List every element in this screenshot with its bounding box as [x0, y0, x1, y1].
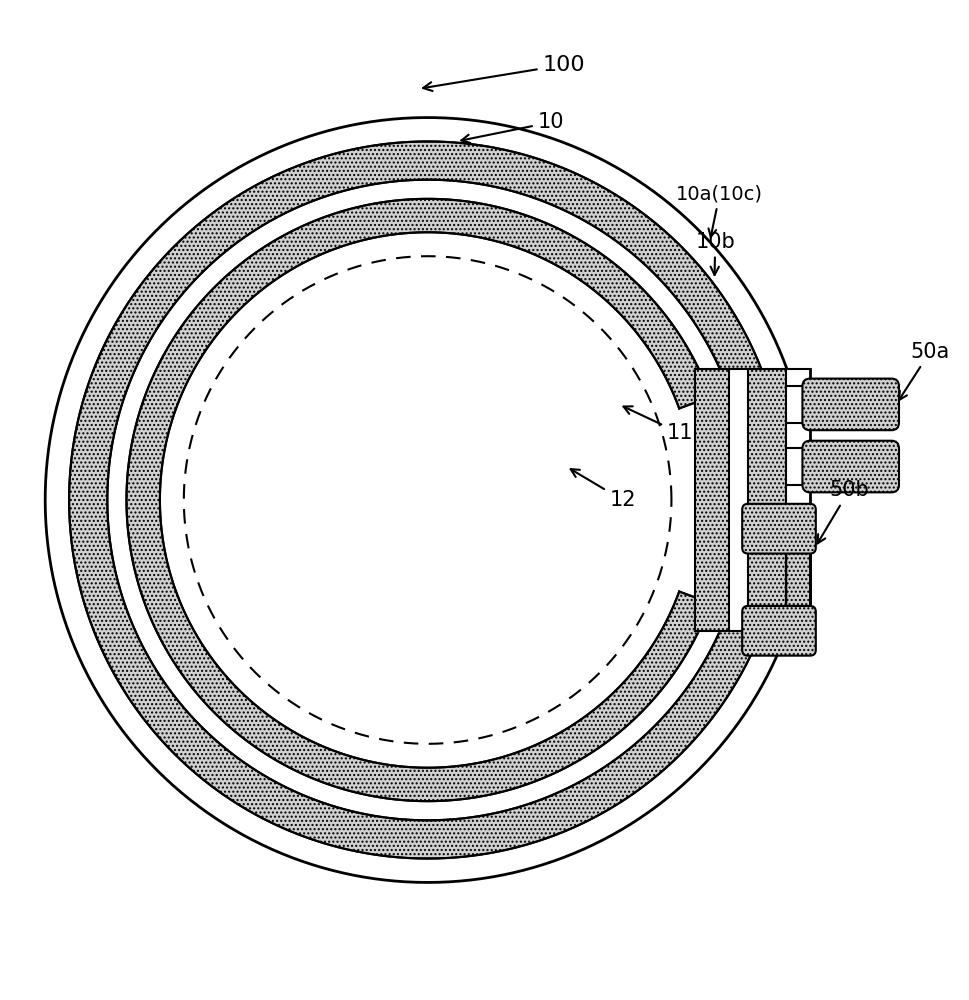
FancyBboxPatch shape [801, 441, 898, 492]
Polygon shape [126, 199, 710, 801]
Text: 100: 100 [422, 55, 584, 91]
Text: 10b: 10b [695, 232, 735, 275]
Polygon shape [108, 180, 728, 820]
Text: 10a(10c): 10a(10c) [675, 185, 763, 237]
Polygon shape [695, 369, 728, 631]
Text: 50a: 50a [898, 342, 949, 400]
FancyBboxPatch shape [801, 379, 898, 430]
Polygon shape [46, 118, 786, 882]
Polygon shape [695, 369, 809, 631]
Polygon shape [46, 118, 786, 882]
FancyBboxPatch shape [741, 504, 815, 554]
Polygon shape [785, 529, 809, 631]
Text: 12: 12 [570, 469, 635, 510]
Text: 50b: 50b [817, 480, 868, 543]
FancyBboxPatch shape [741, 606, 815, 656]
Polygon shape [69, 141, 764, 859]
Text: 11: 11 [623, 406, 693, 443]
Polygon shape [747, 369, 785, 631]
Text: 10: 10 [461, 112, 564, 143]
